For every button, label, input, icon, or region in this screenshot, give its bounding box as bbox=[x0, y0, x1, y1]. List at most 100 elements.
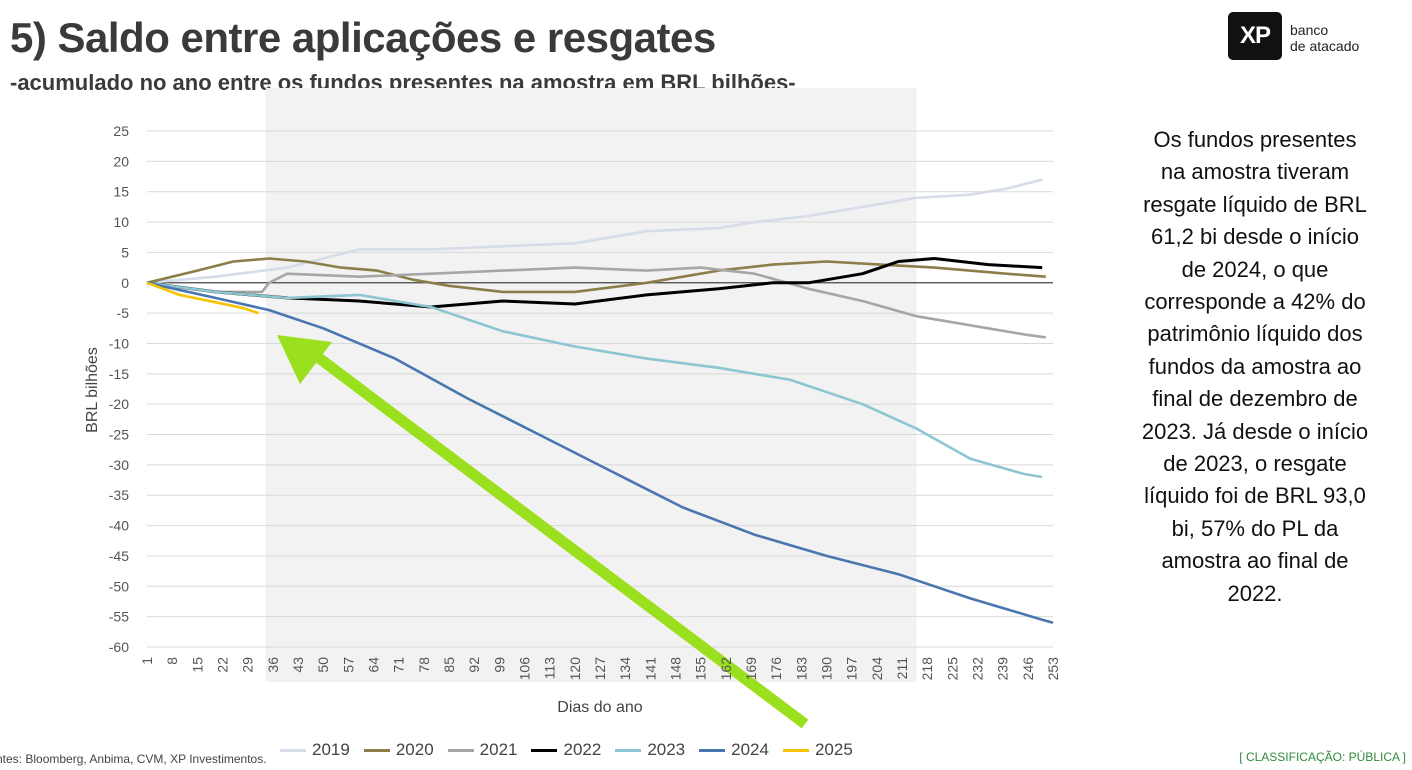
legend-swatch bbox=[280, 748, 306, 752]
legend-swatch bbox=[615, 748, 642, 752]
logo-line-1: banco bbox=[1290, 22, 1329, 38]
legend-label: 2022 bbox=[563, 740, 602, 759]
legend-swatch bbox=[531, 748, 558, 752]
legend-item-2025: 2025 bbox=[782, 740, 853, 760]
x-tick-label: 183 bbox=[793, 657, 809, 681]
series-line-2025 bbox=[146, 281, 259, 315]
x-axis-title: Dias do ano bbox=[557, 699, 642, 716]
x-tick-label: 162 bbox=[718, 657, 734, 681]
legend-swatch bbox=[447, 748, 474, 752]
legend-swatch bbox=[782, 748, 809, 752]
x-tick-label: 204 bbox=[869, 657, 885, 681]
x-tick-label: 92 bbox=[466, 657, 482, 673]
chart-legend: 2019 2020 2021 2022 2023 2024 2025 bbox=[280, 740, 853, 760]
x-tick-label: 57 bbox=[340, 657, 356, 673]
x-tick-label: 246 bbox=[1020, 657, 1036, 681]
legend-label: 2019 bbox=[312, 740, 350, 759]
y-tick-label: -10 bbox=[109, 335, 129, 351]
legend-swatch bbox=[699, 748, 726, 752]
x-tick-label: 64 bbox=[366, 657, 382, 673]
y-tick-label: -55 bbox=[109, 609, 129, 625]
x-tick-label: 176 bbox=[768, 657, 784, 681]
x-tick-label: 190 bbox=[819, 657, 835, 681]
legend-label: 2025 bbox=[814, 740, 853, 759]
x-tick-label: 127 bbox=[592, 657, 608, 681]
series-line-2020 bbox=[146, 257, 1046, 294]
x-tick-label: 99 bbox=[491, 657, 507, 673]
x-tick-label: 232 bbox=[970, 657, 986, 681]
annotation-arrow bbox=[277, 335, 809, 729]
x-tick-label: 239 bbox=[995, 657, 1011, 681]
x-tick-label: 169 bbox=[743, 657, 759, 681]
x-tick-label: 155 bbox=[693, 657, 709, 681]
legend-item-2022: 2022 bbox=[531, 740, 601, 760]
x-tick-label: 253 bbox=[1045, 657, 1061, 681]
logo-text: banco de atacado bbox=[1290, 22, 1359, 54]
legend-item-2020: 2020 bbox=[363, 740, 434, 760]
y-tick-label: -40 bbox=[109, 518, 129, 534]
x-tick-label: 15 bbox=[189, 657, 205, 673]
legend-label: 2023 bbox=[647, 740, 686, 759]
grid-layer bbox=[147, 130, 1053, 648]
x-tick-label: 71 bbox=[391, 657, 407, 673]
x-tick-label: 50 bbox=[315, 657, 331, 673]
x-tick-label: 148 bbox=[668, 657, 684, 681]
logo-mark: XP bbox=[1228, 12, 1282, 60]
legend-label: 2020 bbox=[395, 740, 434, 759]
legend-item-2019: 2019 bbox=[280, 740, 350, 760]
x-tick-label: 106 bbox=[517, 657, 533, 681]
x-tick-label: 113 bbox=[542, 657, 558, 680]
y-tick-label: -5 bbox=[117, 305, 130, 321]
y-tick-label: -20 bbox=[109, 396, 129, 412]
x-tick-label: 141 bbox=[642, 657, 658, 681]
legend-item-2021: 2021 bbox=[447, 740, 518, 760]
x-tick-label: 1 bbox=[139, 657, 155, 665]
y-tick-label: -45 bbox=[109, 548, 129, 564]
y-tick-label: 15 bbox=[113, 184, 129, 200]
y-tick-label: -50 bbox=[109, 578, 129, 594]
y-tick-label: 5 bbox=[121, 244, 129, 260]
y-tick-label: -25 bbox=[109, 427, 129, 443]
y-tick-label: -35 bbox=[109, 487, 129, 503]
x-tick-label: 225 bbox=[944, 657, 960, 681]
series-line-2019 bbox=[146, 178, 1043, 285]
x-tick-label: 134 bbox=[617, 657, 633, 681]
classification-label: [ CLASSIFICAÇÃO: PÚBLICA ] bbox=[1239, 750, 1406, 764]
x-tick-label: 29 bbox=[240, 657, 256, 673]
series-layer bbox=[146, 178, 1054, 624]
arrow-head bbox=[277, 335, 332, 384]
logo-line-2: de atacado bbox=[1290, 38, 1360, 54]
series-line-2024 bbox=[146, 281, 1054, 624]
series-line-2021 bbox=[146, 266, 1046, 339]
x-tick-label: 211 bbox=[894, 657, 910, 680]
series-line-2022 bbox=[146, 257, 1043, 309]
x-tick-label: 120 bbox=[567, 657, 583, 681]
y-tick-label: 20 bbox=[113, 153, 129, 169]
x-tick-label: 218 bbox=[919, 657, 935, 681]
x-tick-label: 197 bbox=[844, 657, 860, 681]
legend-item-2024: 2024 bbox=[699, 740, 769, 760]
series-line-2023 bbox=[146, 281, 1043, 479]
y-tick-label: 10 bbox=[113, 214, 129, 230]
arrow-shaft bbox=[311, 350, 809, 729]
x-tick-label: 78 bbox=[416, 657, 432, 673]
side-note: Os fundos presentes na amostra tiveram r… bbox=[1141, 127, 1369, 606]
x-tick-label: 36 bbox=[265, 657, 281, 673]
page-title: 5) Saldo entre aplicações e resgates bbox=[10, 14, 716, 61]
y-tick-label: -15 bbox=[109, 366, 129, 382]
y-tick-label: 25 bbox=[113, 123, 129, 139]
tick-layer: 2520151050-5-10-15-20-25-30-35-40-45-50-… bbox=[109, 123, 1061, 680]
legend-label: 2021 bbox=[479, 740, 518, 759]
legend-swatch bbox=[363, 748, 390, 752]
y-tick-label: -30 bbox=[109, 457, 129, 473]
x-tick-label: 22 bbox=[215, 657, 231, 673]
x-tick-label: 43 bbox=[290, 657, 306, 673]
legend-label: 2024 bbox=[731, 740, 769, 759]
y-tick-label: -60 bbox=[109, 639, 129, 655]
y-axis-title: BRL bilhões bbox=[84, 347, 101, 433]
brand-logo: XP banco de atacado bbox=[1228, 12, 1388, 62]
legend-item-2023: 2023 bbox=[615, 740, 685, 760]
y-tick-label: 0 bbox=[121, 275, 129, 291]
sources-note: ntes: Bloomberg, Anbima, CVM, XP Investi… bbox=[0, 752, 267, 766]
